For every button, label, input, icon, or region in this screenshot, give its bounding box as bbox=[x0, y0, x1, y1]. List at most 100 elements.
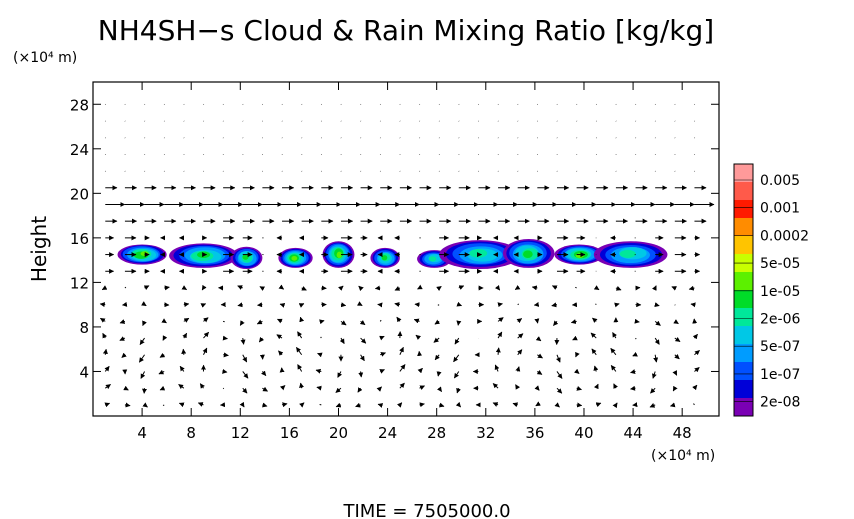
wind-vector bbox=[142, 402, 148, 408]
colorbar-swatch bbox=[734, 272, 753, 291]
wind-vector bbox=[495, 347, 501, 355]
wind-vector bbox=[437, 304, 440, 306]
x-tick-label: 16 bbox=[280, 424, 299, 442]
wind-vector bbox=[139, 337, 145, 345]
wind-vector bbox=[201, 284, 207, 291]
wind-vector bbox=[357, 301, 363, 306]
wind-vector bbox=[104, 384, 111, 390]
wind-vector bbox=[556, 387, 563, 394]
wind-vector bbox=[358, 285, 364, 292]
plot-frame bbox=[92, 81, 720, 417]
wind-vector bbox=[380, 352, 386, 357]
wind-vector bbox=[359, 354, 365, 362]
colorbar-swatch bbox=[734, 290, 753, 309]
wind-vector bbox=[553, 320, 559, 326]
wind-vector bbox=[261, 370, 267, 377]
wind-vector bbox=[612, 332, 618, 339]
wind-vector bbox=[299, 382, 304, 389]
x-tick-label: 40 bbox=[574, 424, 593, 442]
wind-vector bbox=[610, 365, 617, 372]
wind-vector bbox=[258, 336, 265, 343]
wind-vector bbox=[119, 336, 126, 341]
y-tick-label: 8 bbox=[79, 319, 89, 337]
wind-vector bbox=[494, 284, 501, 291]
wind-vector bbox=[555, 354, 561, 363]
wind-vector bbox=[298, 303, 305, 308]
wind-vector bbox=[376, 386, 382, 392]
colorbar-swatch bbox=[734, 236, 753, 255]
cloud-contour bbox=[336, 251, 342, 259]
y-axis-label: Height bbox=[27, 216, 51, 282]
wind-vector bbox=[673, 319, 679, 325]
wind-vector bbox=[692, 384, 698, 391]
wind-vector bbox=[590, 332, 597, 339]
wind-vector bbox=[534, 385, 540, 391]
wind-vector bbox=[316, 385, 322, 391]
cloud-contour bbox=[575, 253, 584, 259]
wind-vector bbox=[242, 387, 248, 394]
x-tick-label: 4 bbox=[137, 424, 147, 442]
wind-vector bbox=[179, 365, 185, 372]
wind-vector bbox=[320, 336, 322, 339]
colorbar-label: 5e-07 bbox=[760, 339, 800, 355]
wind-vector bbox=[358, 371, 364, 378]
wind-vector bbox=[434, 354, 440, 361]
wind-vector bbox=[162, 335, 168, 341]
wind-vector bbox=[237, 302, 243, 308]
wind-vector bbox=[259, 286, 266, 291]
wind-vector bbox=[141, 301, 147, 307]
wind-vector bbox=[551, 285, 558, 290]
wind-vector bbox=[688, 285, 695, 291]
x-tick-label: 48 bbox=[673, 424, 692, 442]
wind-vector bbox=[576, 385, 582, 391]
cloud-cell bbox=[169, 243, 238, 268]
y-axis: 4 8 12 16 20 24 28 bbox=[70, 96, 719, 381]
wind-vector bbox=[374, 285, 381, 291]
wind-vector bbox=[572, 335, 578, 341]
wind-vector bbox=[497, 317, 504, 323]
x-tick-label: 28 bbox=[427, 424, 446, 442]
wind-vector bbox=[535, 401, 541, 407]
wind-vector bbox=[164, 285, 170, 291]
cloud-contour bbox=[291, 255, 298, 261]
wind-vector bbox=[492, 383, 499, 389]
colorbar-label: 0.0002 bbox=[760, 228, 809, 244]
wind-vector bbox=[340, 320, 347, 326]
wind-vector bbox=[517, 349, 523, 356]
wind-vector bbox=[223, 352, 229, 358]
wind-vector bbox=[612, 402, 618, 409]
wind-vector bbox=[650, 387, 656, 394]
x-axis: 4 8 12 16 20 24 28 32 36 40 44 48 bbox=[137, 82, 692, 442]
wind-vector bbox=[142, 320, 147, 327]
wind-vector bbox=[433, 337, 440, 343]
wind-vector bbox=[593, 383, 599, 390]
colorbar-swatch bbox=[734, 362, 753, 381]
wind-vector bbox=[635, 337, 637, 340]
wind-vector bbox=[200, 303, 207, 308]
wind-vector bbox=[183, 302, 190, 308]
wind-vector bbox=[634, 318, 640, 324]
wind-vector bbox=[537, 353, 543, 359]
x-tick-label: 36 bbox=[525, 424, 544, 442]
wind-vector bbox=[338, 285, 344, 291]
wind-vector bbox=[262, 386, 268, 392]
wind-vector bbox=[335, 387, 342, 393]
cloud-cell bbox=[593, 241, 668, 268]
colorbar: 0.005 0.001 0.0002 5e-05 1e-05 2e-06 5e-07 1e-0… bbox=[733, 163, 809, 417]
y-tick-label: 24 bbox=[70, 141, 89, 159]
y-tick-label: 4 bbox=[79, 363, 89, 381]
wind-vector bbox=[574, 368, 580, 374]
wind-vector bbox=[694, 350, 700, 356]
wind-vector bbox=[162, 404, 165, 407]
wind-vector bbox=[123, 385, 129, 391]
wind-vector bbox=[124, 286, 127, 289]
wind-vector bbox=[535, 336, 542, 342]
wind-vector bbox=[516, 318, 523, 324]
wind-vector bbox=[575, 286, 577, 289]
wind-vector bbox=[613, 383, 618, 389]
wind-vector bbox=[517, 333, 524, 339]
wind-vector bbox=[278, 350, 284, 356]
wind-vector bbox=[652, 285, 657, 291]
wind-vector bbox=[340, 302, 347, 308]
